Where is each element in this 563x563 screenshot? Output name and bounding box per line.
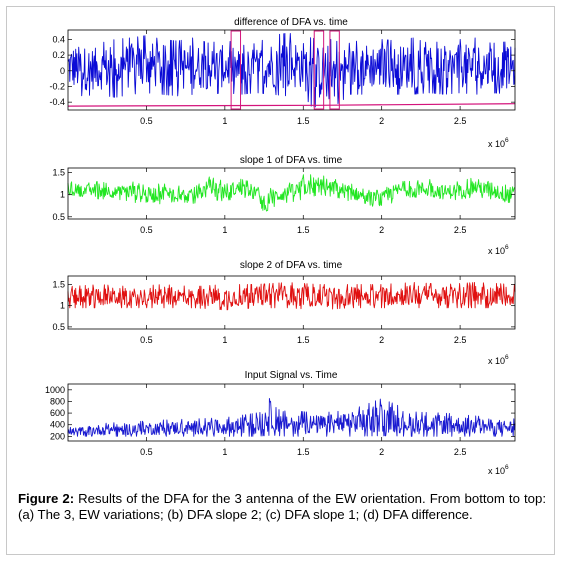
y-tick-label: 800 xyxy=(50,396,65,406)
x-tick-label: 0.5 xyxy=(140,116,153,126)
x-tick-label: 2.5 xyxy=(454,225,467,235)
panel-input-signal: Input Signal vs. Time 0.5 1 1.5 2 2.5 1000800… xyxy=(45,370,516,476)
axes-box xyxy=(67,275,516,330)
x-tick-label: 1.5 xyxy=(297,335,310,345)
axes-box xyxy=(67,383,516,442)
series-line-0 xyxy=(67,397,516,437)
x-tick-label: 2 xyxy=(379,116,384,126)
x-tick-label: 1 xyxy=(222,335,227,345)
panel-title: slope 2 of DFA vs. time xyxy=(240,260,343,271)
x-scale-label: x 106 xyxy=(488,137,509,149)
panel-difference: difference of DFA vs. time 0.5 1 1.5 2 2.5 0.… xyxy=(49,17,516,149)
x-tick-label: 2.5 xyxy=(454,116,467,126)
series-line-1 xyxy=(67,103,516,107)
y-tick-label: 400 xyxy=(50,420,65,430)
y-tick-label: -0.4 xyxy=(49,97,65,107)
panel-title: slope 1 of DFA vs. time xyxy=(240,155,343,166)
y-tick-label: 1000 xyxy=(45,385,65,395)
y-tick-label: 1.5 xyxy=(52,167,65,177)
x-tick-label: 2.5 xyxy=(454,447,467,457)
panel-slope2: slope 2 of DFA vs. time 0.5 1 1.5 2 2.5 1.5 1 0… xyxy=(52,260,516,366)
panel-title: difference of DFA vs. time xyxy=(234,17,348,28)
x-tick-label: 2 xyxy=(379,225,384,235)
x-tick-label: 2 xyxy=(379,335,384,345)
x-tick-label: 0.5 xyxy=(140,225,153,235)
figure-frame xyxy=(6,6,555,555)
y-tick-label: 200 xyxy=(50,431,65,441)
highlight-marker-0 xyxy=(230,30,242,110)
y-tick-label: 600 xyxy=(50,408,65,418)
y-tick-label: 0.4 xyxy=(52,34,65,44)
axes-box xyxy=(67,167,516,220)
series-line-0 xyxy=(67,33,516,108)
caption-text: Results of the DFA for the 3 antenna of … xyxy=(18,491,546,522)
y-tick-label: 0 xyxy=(60,66,65,76)
y-tick-label: 1 xyxy=(60,190,65,200)
series-line-0 xyxy=(67,281,516,311)
x-tick-label: 1 xyxy=(222,225,227,235)
x-tick-label: 2.5 xyxy=(454,335,467,345)
x-tick-label: 1 xyxy=(222,447,227,457)
y-tick-label: 1.5 xyxy=(52,279,65,289)
panel-title: Input Signal vs. Time xyxy=(245,370,338,381)
y-tick-label: 0.5 xyxy=(52,322,65,332)
highlight-marker-2 xyxy=(329,30,340,110)
x-scale-label: x 106 xyxy=(488,354,509,366)
x-tick-label: 0.5 xyxy=(140,447,153,457)
x-scale-label: x 106 xyxy=(488,244,509,256)
axes-box xyxy=(67,29,516,111)
x-tick-label: 0.5 xyxy=(140,335,153,345)
y-tick-label: 1 xyxy=(60,301,65,311)
highlight-marker-1 xyxy=(313,30,325,110)
figure-caption: Figure 2: Results of the DFA for the 3 a… xyxy=(18,491,546,523)
x-scale-label: x 106 xyxy=(488,464,509,476)
x-tick-label: 2 xyxy=(379,447,384,457)
panel-slope1: slope 1 of DFA vs. time 0.5 1 1.5 2 2.5 1.5 1 0… xyxy=(52,155,516,256)
y-tick-label: 0.5 xyxy=(52,212,65,222)
x-tick-label: 1 xyxy=(222,116,227,126)
x-tick-label: 1.5 xyxy=(297,225,310,235)
caption-label: Figure 2: xyxy=(18,491,75,506)
x-tick-label: 1.5 xyxy=(297,116,310,126)
x-tick-label: 1.5 xyxy=(297,447,310,457)
series-line-0 xyxy=(67,174,516,212)
y-tick-label: 0.2 xyxy=(52,50,65,60)
y-tick-label: -0.2 xyxy=(49,81,65,91)
